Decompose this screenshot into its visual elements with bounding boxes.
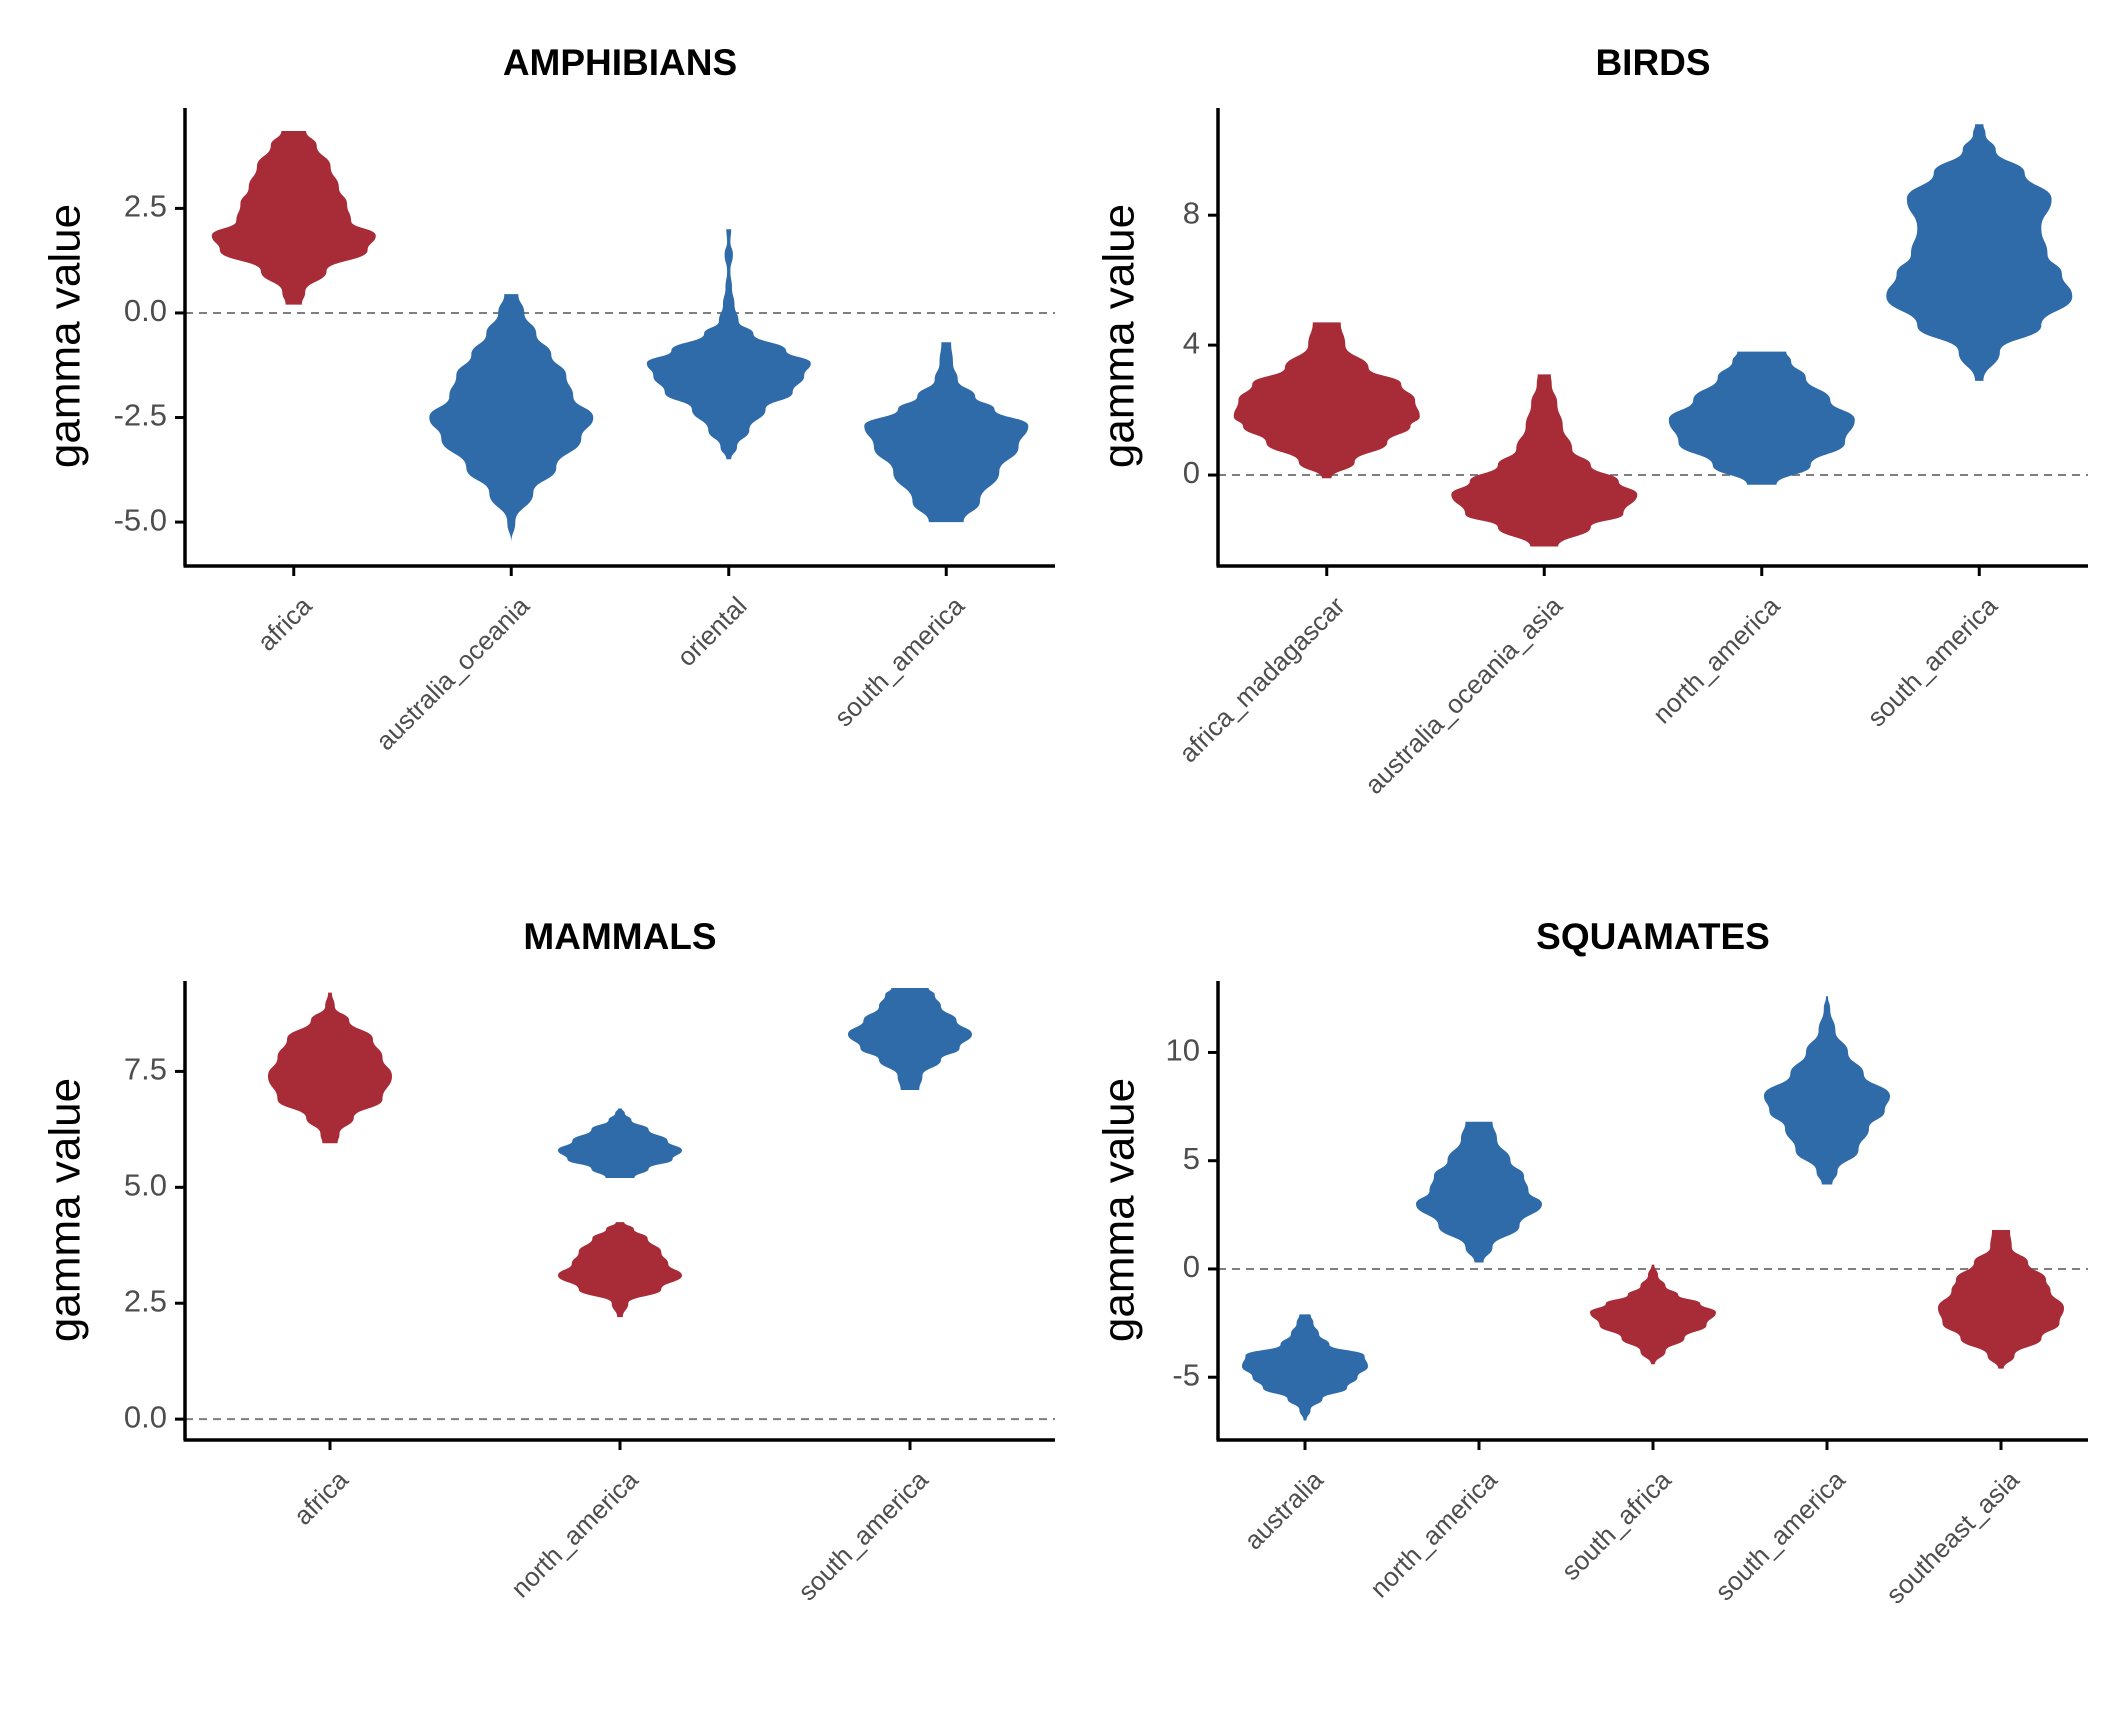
x-tick-label-south-america: south_america bbox=[792, 1464, 934, 1606]
violin-australia-oceania-blue bbox=[429, 294, 594, 543]
x-tick-label-south-america: south_america bbox=[1861, 590, 2003, 732]
x-tick-label-south-america: south_america bbox=[1709, 1464, 1851, 1606]
violin-africa-red bbox=[268, 992, 392, 1144]
y-tick-label: -2.5 bbox=[114, 398, 167, 433]
y-tick-label: 10 bbox=[1166, 1033, 1200, 1068]
panel-title: SQUAMATES bbox=[1536, 916, 1770, 957]
panel-title: AMPHIBIANS bbox=[503, 42, 737, 83]
violin-south-america-blue bbox=[864, 342, 1029, 523]
y-axis-label: gamma value bbox=[1095, 1078, 1144, 1342]
violin-africa-madagascar-red bbox=[1233, 322, 1420, 479]
panel-title: BIRDS bbox=[1595, 42, 1710, 83]
y-tick-label: 5.0 bbox=[124, 1168, 167, 1203]
y-tick-label: 8 bbox=[1183, 195, 1200, 230]
y-axis-label: gamma value bbox=[41, 204, 90, 468]
panel-mammals: MAMMALS gamma value 0.0 2.5 5.0 7.5 africa nort… bbox=[41, 916, 1055, 1606]
y-tick-label: 4 bbox=[1183, 325, 1200, 360]
violin-south-america-blue bbox=[848, 988, 972, 1090]
x-tick-label-africa: africa bbox=[251, 590, 318, 657]
panel-birds: BIRDS gamma value 0 4 8 africa_madagascar aust… bbox=[1095, 42, 2088, 800]
violin-australia-oceania-asia-red bbox=[1451, 374, 1638, 547]
x-tick-label-south-africa: south_africa bbox=[1555, 1464, 1677, 1586]
y-tick-label: 5 bbox=[1183, 1141, 1200, 1176]
y-tick-label: 0.0 bbox=[124, 1399, 167, 1434]
violin-north-america-blue bbox=[1668, 351, 1855, 485]
violin-south-america-blue bbox=[1764, 996, 1890, 1185]
x-tick-label-africa-madagascar: africa_madagascar bbox=[1173, 590, 1351, 768]
y-tick-label: 0 bbox=[1183, 1249, 1200, 1284]
panel-title: MAMMALS bbox=[523, 916, 716, 957]
y-tick-label: -5.0 bbox=[114, 502, 167, 537]
violin-oriental-blue bbox=[646, 229, 811, 460]
x-tick-label-north-america: north_america bbox=[505, 1464, 644, 1603]
x-tick-label-africa: africa bbox=[288, 1464, 355, 1531]
violin-north-america-blue bbox=[1416, 1121, 1542, 1263]
x-tick-label-north-america: north_america bbox=[1647, 590, 1786, 729]
x-tick-label-south-america: south_america bbox=[828, 590, 970, 732]
y-tick-label: 2.5 bbox=[124, 1283, 167, 1318]
x-tick-label-australia-oceania: australia_oceania bbox=[370, 590, 536, 756]
y-axis-label: gamma value bbox=[1095, 204, 1144, 468]
violin-north-america-red bbox=[558, 1222, 682, 1318]
violin-australia-blue bbox=[1242, 1314, 1368, 1421]
violin-north-america-blue bbox=[558, 1108, 682, 1178]
panel-squamates: SQUAMATES gamma value -5 0 5 10 australia north… bbox=[1095, 916, 2088, 1609]
violin-southeast-asia-red bbox=[1938, 1230, 2064, 1369]
y-axis-label: gamma value bbox=[41, 1078, 90, 1342]
x-tick-label-north-america: north_america bbox=[1364, 1464, 1503, 1603]
x-tick-label-oriental: oriental bbox=[671, 591, 753, 673]
panel-amphibians: AMPHIBIANS gamma value -5.0 -2.5 0.0 2.5 afric… bbox=[41, 42, 1055, 756]
y-tick-label: 0 bbox=[1183, 455, 1200, 490]
violin-south-africa-red bbox=[1590, 1264, 1716, 1365]
violin-africa-red bbox=[211, 131, 376, 305]
y-tick-label: -5 bbox=[1172, 1357, 1200, 1392]
x-tick-label-australia-oceania-asia: australia_oceania_asia bbox=[1359, 590, 1569, 800]
y-tick-label: 0.0 bbox=[124, 293, 167, 328]
y-tick-label: 2.5 bbox=[124, 189, 167, 224]
x-tick-label-australia: australia bbox=[1238, 1464, 1329, 1555]
x-tick-label-southeast-asia: southeast_asia bbox=[1880, 1464, 2025, 1609]
y-tick-label: 7.5 bbox=[124, 1052, 167, 1087]
violin-south-america-blue bbox=[1886, 124, 2073, 381]
